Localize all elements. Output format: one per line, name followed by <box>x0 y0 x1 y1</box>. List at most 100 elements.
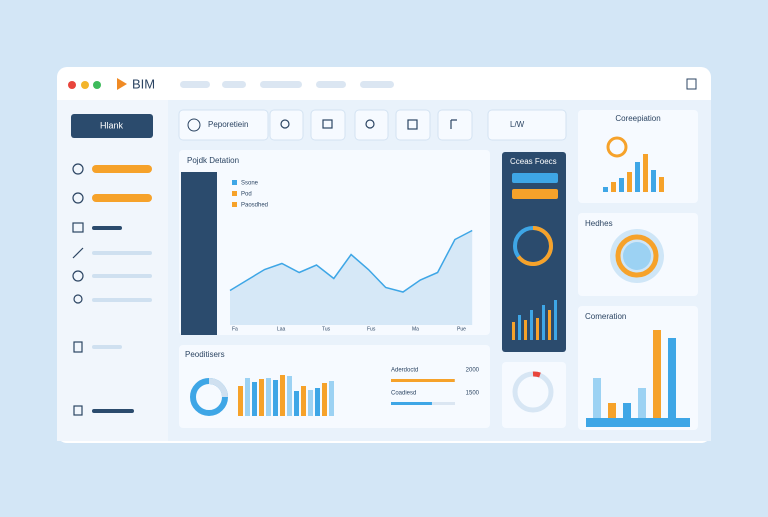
bar <box>651 170 656 192</box>
tool-button[interactable] <box>269 109 304 141</box>
nav-pill[interactable] <box>316 81 346 88</box>
bar <box>518 315 521 340</box>
x-label: Fa <box>232 326 238 332</box>
row-label: Coadiesd <box>391 391 416 397</box>
bar <box>245 378 250 416</box>
tool-button[interactable] <box>395 109 431 141</box>
bar <box>635 162 640 192</box>
health-title: Hedhes <box>585 219 613 228</box>
menu-item[interactable] <box>92 298 152 302</box>
legend-label: Ssone <box>241 181 259 187</box>
row-value: 1500 <box>466 391 480 397</box>
search-box[interactable] <box>178 109 269 141</box>
bar <box>512 322 515 340</box>
bar <box>638 388 646 418</box>
filter-box[interactable] <box>487 109 567 141</box>
bar <box>294 391 299 416</box>
menu-item[interactable] <box>92 345 122 349</box>
pos-panel <box>179 345 490 428</box>
bar <box>653 330 661 418</box>
menu-item[interactable] <box>92 226 122 230</box>
pos-donut-rest <box>208 378 228 398</box>
bar <box>643 154 648 192</box>
nav-pills <box>180 81 394 88</box>
health-donut <box>615 234 659 278</box>
bar <box>301 386 306 416</box>
bar <box>259 379 264 416</box>
bar <box>611 182 616 192</box>
min-dot[interactable] <box>81 81 89 89</box>
bar <box>623 403 631 418</box>
nav-pill[interactable] <box>180 81 210 88</box>
line <box>229 229 473 293</box>
progress <box>391 402 432 405</box>
row-label: Aderdoctd <box>391 368 418 374</box>
dark-tab[interactable] <box>512 189 558 199</box>
nav-pill[interactable] <box>260 81 302 88</box>
menu-item[interactable] <box>92 165 152 173</box>
bar <box>608 403 616 418</box>
legend-label: Pod <box>241 192 252 198</box>
menu-item[interactable] <box>92 194 152 202</box>
settings-icon[interactable] <box>686 78 697 90</box>
bar <box>280 375 285 416</box>
max-dot[interactable] <box>93 81 101 89</box>
bar <box>668 338 676 418</box>
bar <box>548 310 551 340</box>
row-value: 2000 <box>466 368 480 374</box>
sidebar <box>57 100 168 441</box>
nav-pill[interactable] <box>360 81 394 88</box>
building-base <box>586 418 690 427</box>
tool-icons <box>280 119 457 130</box>
logo <box>117 78 127 90</box>
small-donut-accent <box>532 371 541 378</box>
bar <box>530 310 533 340</box>
gauge <box>516 226 553 266</box>
line-area <box>230 230 473 325</box>
menu-item[interactable] <box>92 251 152 255</box>
bar <box>542 305 545 340</box>
bar <box>252 382 257 416</box>
line-panel-sidebar <box>181 172 217 335</box>
corr-panel <box>578 110 698 203</box>
brand: BIM <box>132 76 155 91</box>
legend-swatch <box>232 180 237 185</box>
menu-item[interactable] <box>92 409 134 413</box>
dark-tab[interactable] <box>512 173 558 183</box>
bar <box>554 300 557 340</box>
dark-panel-title: Cceas Foecs <box>510 157 557 166</box>
bar <box>603 187 608 192</box>
menu-item[interactable] <box>92 274 152 278</box>
bar <box>524 320 527 340</box>
bar <box>315 388 320 416</box>
progress <box>391 379 455 382</box>
x-label: Tus <box>322 326 331 332</box>
close-dot[interactable] <box>68 81 76 89</box>
bar <box>238 386 243 416</box>
bar <box>659 177 664 192</box>
search-icon <box>187 118 201 132</box>
legend-label: Paosdhed <box>241 203 268 209</box>
line-panel-title: Pojdk Detation <box>187 156 239 165</box>
bar <box>329 381 334 416</box>
nav-pill[interactable] <box>222 81 246 88</box>
bar <box>266 378 271 416</box>
tool-button[interactable] <box>437 109 473 141</box>
search-label: Peporetiein <box>208 120 248 129</box>
comp-title: Comeration <box>585 312 626 321</box>
toolbar <box>178 109 567 141</box>
legend-swatch <box>232 191 237 196</box>
bar <box>287 376 292 416</box>
bar <box>322 383 327 416</box>
bar <box>593 378 601 418</box>
bar <box>273 380 278 416</box>
x-label: Fus <box>367 326 376 332</box>
bar <box>308 390 313 416</box>
tool-button[interactable] <box>354 109 389 141</box>
tool-button[interactable] <box>310 109 346 141</box>
sidebar-items <box>72 163 152 416</box>
sidebar-button-label: Hlank <box>100 120 124 130</box>
sidebar-button[interactable] <box>71 114 153 138</box>
